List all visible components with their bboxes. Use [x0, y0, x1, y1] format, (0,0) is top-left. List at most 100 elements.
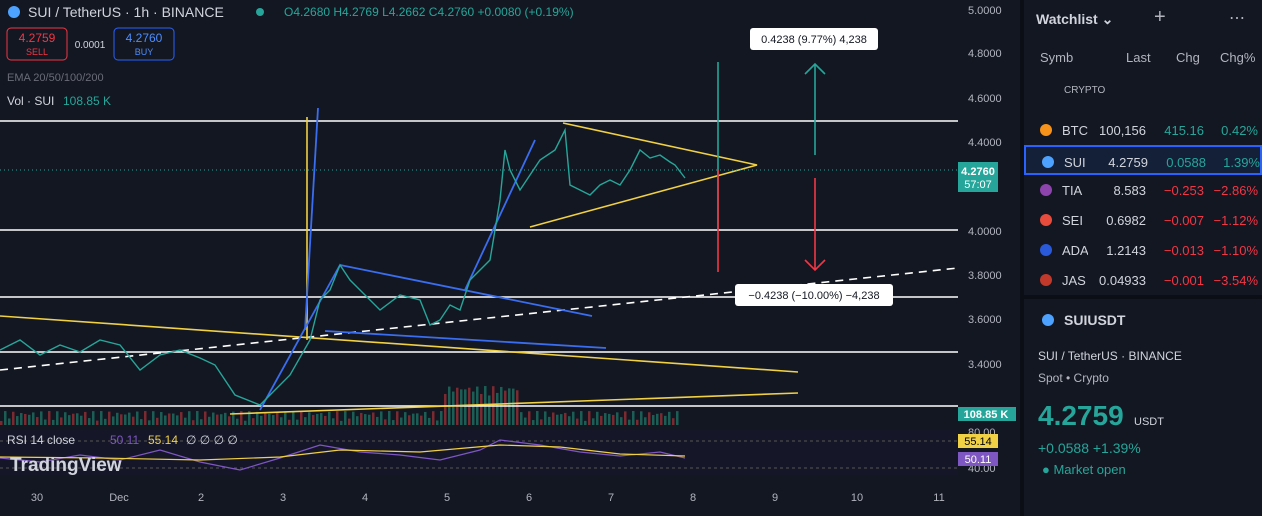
y-tick-label: 4.0000	[968, 226, 1002, 238]
volume-bar	[304, 417, 307, 425]
rsi-header-value: 50.11	[110, 433, 139, 447]
volume-bar	[136, 411, 139, 425]
detail-market: Spot • Crypto	[1038, 371, 1109, 385]
volume-bar	[488, 395, 491, 425]
volume-bar	[408, 415, 411, 425]
buy-price[interactable]: 4.2760	[126, 31, 163, 45]
more-icon[interactable]: ⋯	[1229, 10, 1245, 27]
cell: 100,156	[1099, 123, 1146, 138]
cell: 0.6982	[1106, 213, 1146, 228]
vol-label: Vol · SUI	[7, 94, 54, 108]
status-dot	[256, 8, 264, 16]
volume-bar	[548, 416, 551, 425]
volume-bar	[296, 419, 299, 425]
volume-bar	[512, 388, 515, 425]
volume-bar	[344, 411, 347, 425]
cell: 0.0588	[1166, 155, 1206, 170]
watchlist-row[interactable]: JAS 0.04933 −0.001 −3.54%	[1024, 265, 1262, 295]
vol-value: 108.85 K	[964, 409, 1009, 421]
x-tick-label: 5	[444, 492, 450, 504]
volume-bar	[640, 411, 643, 425]
volume-bar	[244, 420, 247, 425]
volume-bar	[4, 411, 7, 425]
volume-bar	[568, 416, 571, 425]
volume-bar	[588, 411, 591, 425]
volume-bar	[12, 411, 15, 425]
volume-bar	[520, 412, 523, 425]
volume-bar	[268, 413, 271, 425]
volume-bar	[196, 411, 199, 425]
cell: −0.013	[1163, 243, 1204, 258]
volume-bar	[180, 412, 183, 425]
y-tick-label: 4.8000	[968, 48, 1002, 60]
volume-bar	[240, 411, 243, 425]
volume-bar	[404, 412, 407, 425]
volume-bar	[368, 414, 371, 425]
coin-icon	[1042, 156, 1054, 168]
vol-badge	[958, 407, 1016, 421]
volume-bar	[340, 420, 343, 425]
volume-bar	[164, 415, 167, 425]
volume-bar	[56, 411, 59, 425]
x-tick-label: Dec	[109, 492, 129, 504]
cell: −0.007	[1163, 213, 1204, 228]
volume-bar	[464, 389, 467, 425]
volume-bar	[400, 417, 403, 425]
buy-button[interactable]	[113, 27, 175, 61]
cell: −1.10%	[1213, 243, 1258, 258]
rsi-label: RSI 14 close	[7, 433, 75, 447]
ohlc: O4.2680 H4.2769 L4.2662 C4.2760 +0.0080 …	[284, 5, 574, 19]
sell-button[interactable]	[6, 27, 68, 61]
volume-bar	[188, 411, 191, 425]
cell: SEI	[1062, 213, 1083, 228]
volume-bar	[48, 411, 51, 425]
volume-bar	[276, 412, 279, 425]
column-header: Chg%	[1220, 50, 1256, 65]
volume-bar	[432, 411, 435, 425]
volume-bar	[380, 411, 383, 425]
rsi-band	[0, 430, 958, 475]
x-tick-label: 10	[851, 492, 863, 504]
detail-currency: USDT	[1134, 416, 1164, 428]
ema-label: EMA 20/50/100/200	[7, 72, 104, 84]
buy-label[interactable]: BUY	[135, 47, 154, 57]
sell-label[interactable]: SELL	[26, 47, 48, 57]
volume-bar	[472, 391, 475, 425]
volume-bar	[360, 412, 363, 425]
add-icon[interactable]: +	[1154, 6, 1166, 28]
x-tick-label: 9	[772, 492, 778, 504]
watchlist-row[interactable]: BTC 100,156 415.16 0.42%	[1024, 115, 1262, 145]
volume-bar	[372, 412, 375, 425]
volume-bar	[580, 411, 583, 425]
volume-bar	[208, 416, 211, 425]
volume-bar	[336, 411, 339, 425]
x-tick-label: 6	[526, 492, 532, 504]
y-tick-label: 3.4000	[968, 359, 1002, 371]
coin-icon	[1040, 214, 1052, 226]
volume-bar	[396, 411, 399, 425]
annotation-box	[735, 284, 893, 306]
watchlist-row[interactable]: TIA 8.583 −0.253 −2.86%	[1024, 175, 1262, 205]
volume-bar	[324, 415, 327, 425]
cell: 0.42%	[1221, 123, 1258, 138]
detail-change: +0.0588 +1.39%	[1038, 440, 1141, 456]
watchlist-row[interactable]: ADA 1.2143 −0.013 −1.10%	[1024, 235, 1262, 265]
volume-bar	[540, 419, 543, 425]
cell: 4.2759	[1108, 155, 1148, 170]
volume-bar	[128, 412, 131, 425]
sell-price[interactable]: 4.2759	[19, 31, 56, 45]
coin-icon	[1042, 314, 1054, 326]
watchlist-title[interactable]: Watchlist ⌄	[1036, 11, 1114, 27]
watchlist-row[interactable]: SUI 4.2759 0.0588 1.39%	[1024, 145, 1262, 175]
symbol-title: SUI / TetherUS · 1h · BINANCE	[28, 4, 224, 20]
volume-bar	[84, 411, 87, 425]
watchlist-row[interactable]: SEI 0.6982 −0.007 −1.12%	[1024, 205, 1262, 235]
volume-bar	[596, 411, 599, 425]
volume-bar	[452, 391, 455, 425]
volume-bar	[104, 418, 107, 425]
volume-bar	[52, 419, 55, 425]
volume-bar	[64, 412, 67, 425]
annotation: −0.4238 (−10.00%) −4,238	[748, 290, 879, 302]
volume-bar	[76, 413, 79, 425]
